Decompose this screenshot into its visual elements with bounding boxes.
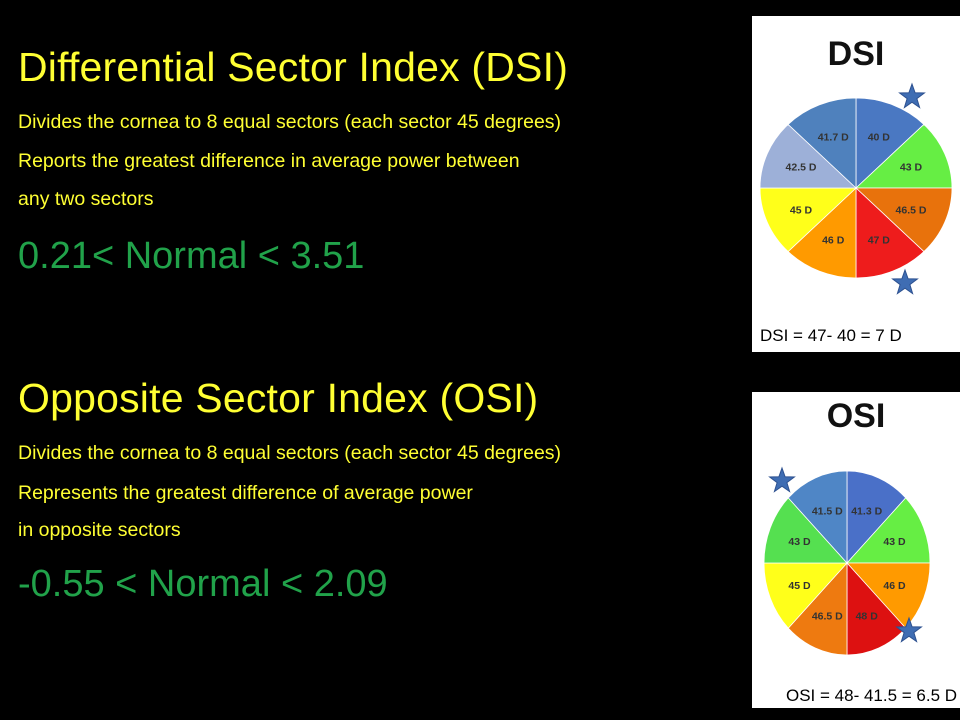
osi-star-marker-2 (895, 616, 923, 643)
dsi-sector-8 (787, 97, 857, 189)
osi-sector-7 (763, 497, 848, 564)
osi-sector-6 (763, 562, 848, 629)
dsi-sector-2 (854, 123, 953, 189)
osi-diagram-panel: OSI 41.3 D 43 D 46 D 48 D 46.5 D 45 D 43 D 41.5… (752, 392, 960, 708)
dsi-sector-label-1: 40 D (868, 131, 891, 143)
osi-normal-range: -0.55 < Normal < 2.09 (18, 563, 388, 605)
osi-sector-label-8: 41.5 D (812, 505, 843, 517)
dsi-sector-pie: 40 D 43 D 46.5 D 47 D 46 D 45 D 42.5 D 41.7 D (759, 82, 953, 295)
osi-sector-2 (846, 497, 931, 564)
dsi-sector-label-3: 46.5 D (896, 204, 927, 216)
osi-star-marker-1 (768, 466, 796, 493)
osi-sector-label-1: 41.3 D (851, 505, 882, 517)
dsi-sector-label-4: 47 D (868, 235, 891, 247)
osi-sector-label-2: 43 D (883, 536, 906, 548)
dsi-diagram-panel: DSI 40 D 43 D 46.5 D 47 D 46 D 45 D 42.5 D 41.7… (752, 16, 960, 352)
dsi-line-1: Divides the cornea to 8 equal sectors (e… (18, 111, 562, 133)
osi-formula: OSI = 48- 41.5 = 6.5 D (786, 686, 958, 705)
osi-sector-label-4: 48 D (856, 611, 879, 623)
dsi-star-marker-2 (891, 268, 919, 295)
dsi-sector-4 (855, 187, 925, 279)
osi-line-2: Represents the greatest difference of av… (18, 482, 473, 504)
dsi-sector-3 (854, 187, 953, 253)
osi-sector-pie: 41.3 D 43 D 46 D 48 D 46.5 D 45 D 43 D 41.5 D (763, 466, 931, 656)
dsi-star-marker-1 (898, 82, 926, 109)
dsi-heading: Differential Sector Index (DSI) (18, 44, 569, 90)
dsi-sector-6 (759, 187, 858, 253)
dsi-sector-label-2: 43 D (900, 162, 923, 174)
dsi-sector-label-6: 45 D (790, 204, 813, 216)
dsi-sector-label-8: 41.7 D (818, 131, 849, 143)
osi-sector-label-6: 45 D (788, 580, 811, 592)
osi-panel-title: OSI (826, 397, 886, 435)
osi-line-1: Divides the cornea to 8 equal sectors (e… (18, 442, 562, 464)
dsi-sector-label-7: 42.5 D (786, 162, 817, 174)
dsi-sector-7 (759, 123, 858, 189)
dsi-line-3: any two sectors (18, 188, 154, 210)
osi-sector-1 (846, 470, 907, 565)
osi-sector-label-5: 46.5 D (812, 611, 843, 623)
dsi-normal-range: 0.21< Normal < 3.51 (18, 235, 365, 277)
dsi-formula: DSI = 47- 40 = 7 D (760, 326, 902, 345)
dsi-sector-1 (855, 97, 925, 189)
osi-sector-5 (787, 561, 848, 656)
dsi-sector-label-5: 46 D (822, 235, 845, 247)
dsi-line-2: Reports the greatest difference in avera… (18, 150, 520, 172)
osi-heading: Opposite Sector Index (OSI) (18, 375, 539, 421)
osi-sector-label-7: 43 D (788, 536, 811, 548)
dsi-panel-title: DSI (827, 35, 885, 73)
osi-sector-label-3: 46 D (883, 580, 906, 592)
osi-sector-8 (787, 470, 848, 565)
osi-line-3: in opposite sectors (18, 519, 181, 541)
dsi-sector-5 (787, 187, 857, 279)
